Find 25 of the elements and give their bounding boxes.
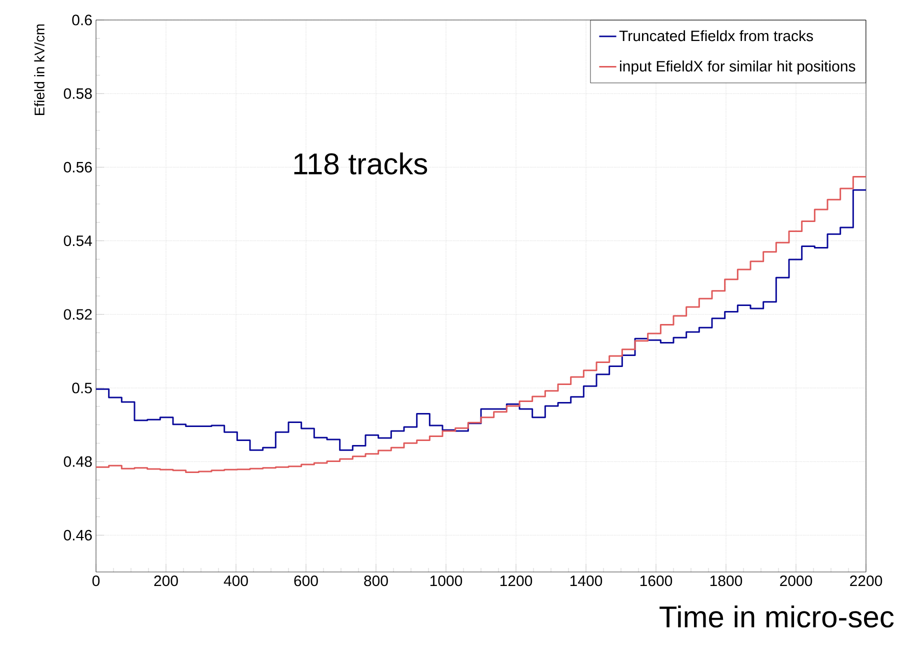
y-tick-label: 0.48 (64, 456, 92, 467)
y-tick-label: 0.52 (64, 309, 92, 320)
y-tick-label: 0.56 (64, 162, 92, 172)
x-tick-label: 1600 (640, 576, 672, 586)
x-tick-label: 0 (92, 576, 100, 586)
x-tick-label: 800 (364, 576, 388, 586)
y-tick-label: 0.46 (64, 530, 92, 540)
x-tick-label: 1200 (500, 576, 532, 586)
x-tick-label: 1400 (570, 576, 602, 586)
x-tick-label: 1800 (710, 576, 742, 586)
x-tick-label: 200 (154, 576, 178, 586)
y-tick-label: 0.6 (72, 14, 92, 26)
x-tick-label: 2000 (780, 576, 812, 586)
legend-label: input EfieldX for similar hit positions (620, 60, 856, 75)
y-tick-label: 0.54 (64, 235, 92, 246)
x-tick-label: 600 (294, 576, 318, 586)
annotation: 118 tracks (294, 152, 428, 175)
x-tick-label: 400 (224, 576, 248, 586)
x-tick-label: 1000 (430, 576, 462, 586)
x-tick-label: 2200 (850, 576, 882, 586)
y-tick-label: 0.58 (64, 88, 92, 99)
y-tick-label: 0.5 (72, 382, 92, 394)
y-axis-title: Efield in kV/cm (34, 24, 44, 115)
x-axis-title: Time in micro-sec (660, 606, 894, 628)
legend-label: Truncated Efieldx from tracks (619, 30, 813, 42)
